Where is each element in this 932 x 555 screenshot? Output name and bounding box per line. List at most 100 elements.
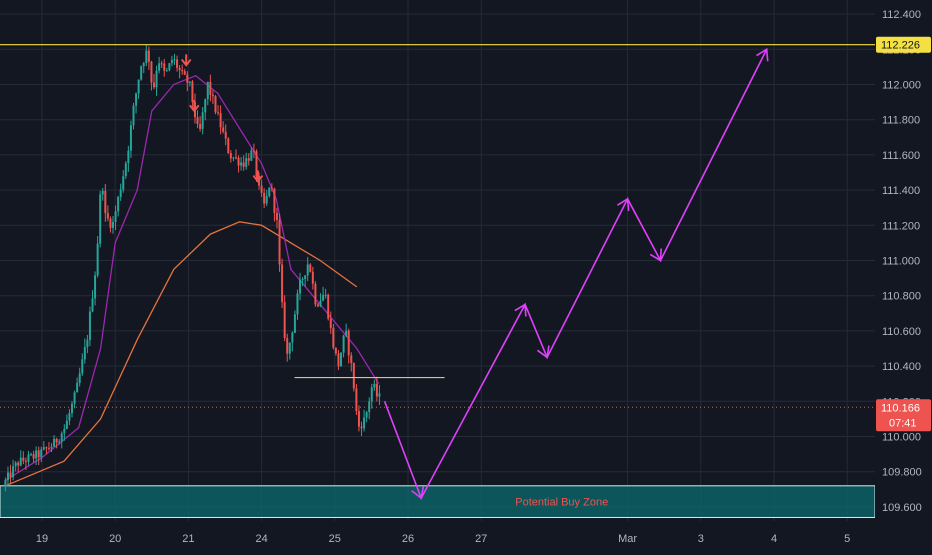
candle-body (140, 66, 143, 80)
candle-body (291, 332, 294, 343)
candle-body (196, 117, 199, 124)
candle-body (173, 59, 176, 61)
price-tick-label: 110.600 (882, 326, 921, 338)
candle-body (252, 150, 255, 152)
candle-body (209, 81, 212, 95)
candle-body (263, 192, 266, 204)
candle-body (65, 420, 68, 429)
candle-body (4, 480, 7, 486)
candle-body (73, 392, 76, 404)
projection-arrowhead-icon (616, 197, 630, 211)
candle-body (211, 94, 214, 97)
levels (0, 44, 875, 408)
slow-moving-average (5, 221, 358, 487)
candle-body (234, 157, 237, 159)
candle-body (206, 81, 209, 100)
candle-body (163, 63, 166, 71)
candle-body (286, 338, 289, 354)
candle-body (135, 93, 138, 106)
price-tick-label: 111.000 (882, 256, 920, 268)
candle-body (9, 472, 12, 478)
candle-body (160, 63, 163, 65)
candle-body (224, 131, 227, 139)
candle-body (27, 454, 30, 462)
candle-body (250, 150, 253, 161)
candle-body (314, 283, 317, 305)
sell-arrow-icon (189, 99, 200, 113)
candle-body (201, 112, 204, 129)
candle-body (229, 153, 232, 159)
sell-arrow-icon (252, 170, 263, 183)
price-tick-label: 112.000 (882, 79, 921, 91)
candle-body (50, 446, 53, 449)
grid (0, 0, 875, 521)
candles (4, 44, 381, 492)
candle-body (260, 185, 263, 193)
time-tick-label: 4 (771, 533, 777, 545)
candle-body (19, 457, 22, 466)
candle-body (255, 151, 258, 176)
candle-body (168, 63, 171, 71)
candle-body (186, 74, 189, 83)
candle-body (278, 219, 281, 265)
current-price-label: 110.166 (881, 402, 920, 414)
candle-body (342, 335, 345, 353)
candle-body (83, 347, 86, 360)
candle-body (352, 363, 355, 389)
candle-body (375, 383, 378, 397)
candle-body (176, 59, 179, 68)
candle-body (91, 298, 94, 312)
price-axis-panel (875, 0, 932, 550)
candle-body (181, 69, 184, 72)
candle-body (124, 163, 127, 177)
candle-body (327, 294, 330, 319)
candle-body (301, 279, 304, 281)
candle-body (275, 212, 278, 220)
candle-body (247, 158, 250, 161)
time-tick-label: 24 (255, 533, 267, 545)
time-tick-label: 25 (329, 533, 341, 545)
candle-body (296, 293, 299, 315)
candle-body (183, 71, 186, 75)
candle-body (329, 318, 332, 329)
candle-body (37, 450, 40, 458)
projection-arrowhead-icon (536, 345, 550, 359)
current-price-badge (876, 399, 931, 432)
candle-body (68, 413, 71, 421)
candle-body (53, 438, 56, 447)
candle-body (245, 158, 248, 167)
candle-body (340, 352, 343, 367)
candle-body (60, 433, 63, 442)
resistance-badge-label: 112.226 (881, 40, 920, 52)
sell-arrow-icon (181, 54, 192, 67)
candle-body (42, 447, 45, 450)
projection-arrowhead-icon (514, 303, 527, 317)
candle-body (268, 187, 271, 197)
candle-body (357, 411, 360, 427)
candle-body (35, 450, 38, 459)
candle-body (158, 63, 161, 71)
candle-body (355, 388, 358, 412)
candle-body (350, 355, 353, 364)
candle-body (45, 447, 48, 449)
buy-zone-label: Potential Buy Zone (515, 497, 608, 509)
candle-body (106, 213, 109, 219)
projection-arrowhead-icon (649, 248, 662, 262)
buy-zone: Potential Buy Zone (0, 485, 876, 518)
time-tick-label: 21 (182, 533, 194, 545)
time-tick-label: 5 (844, 533, 850, 545)
buy-zone-rect (0, 485, 876, 518)
candle-body (63, 428, 66, 434)
candle-body (99, 194, 102, 244)
candle-body (373, 383, 376, 388)
candle-body (47, 448, 50, 450)
candle-body (14, 462, 17, 467)
candle-body (24, 460, 27, 462)
candle-body (222, 127, 225, 132)
price-tick-label: 111.200 (882, 220, 920, 232)
candle-body (370, 387, 373, 402)
candle-body (293, 314, 296, 333)
candle-body (147, 50, 150, 62)
